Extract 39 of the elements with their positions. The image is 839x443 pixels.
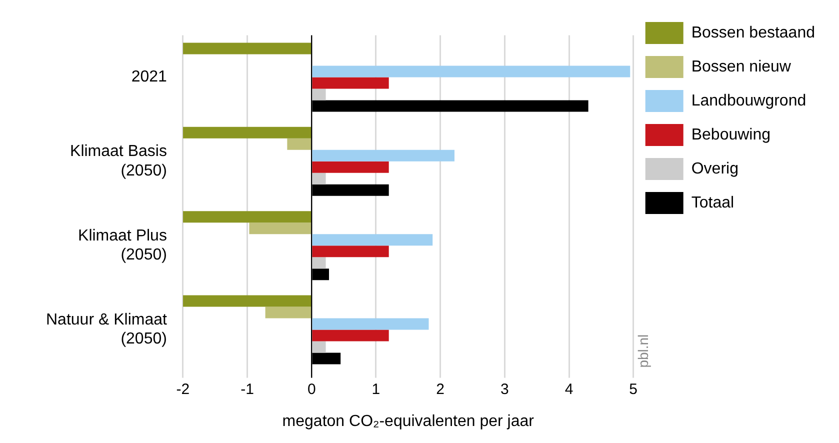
x-tick-label: -1 <box>240 380 254 398</box>
legend-label: Bossen bestaand <box>691 24 816 42</box>
bar <box>182 42 312 54</box>
bar <box>312 318 429 330</box>
x-tick-label: 3 <box>500 380 509 398</box>
bar <box>312 77 389 89</box>
bar <box>312 66 630 78</box>
bar <box>312 330 389 342</box>
bar <box>312 341 326 353</box>
text: pbl.nl <box>635 334 652 368</box>
x-axis-title: megaton CO₂-equivalenten per jaar <box>282 412 535 430</box>
y-tick-label: Klimaat Plus (2050) <box>78 227 167 264</box>
y-tick-label: Klimaat Basis (2050) <box>70 143 167 180</box>
bar <box>312 150 454 162</box>
y-tick-label: Natuur & Klimaat (2050) <box>46 312 168 348</box>
bar <box>249 222 312 234</box>
legend-label: Bebouwing <box>691 126 771 144</box>
bar <box>312 257 326 269</box>
bar <box>312 172 326 184</box>
legend-label: Bossen nieuw <box>691 58 792 76</box>
bar <box>182 126 312 138</box>
bar <box>312 88 326 100</box>
bar <box>312 161 389 173</box>
legend-label: Totaal <box>691 194 734 212</box>
x-tick-label: 1 <box>372 380 380 398</box>
bar <box>312 246 389 258</box>
bar <box>312 234 433 246</box>
bar <box>287 138 312 150</box>
x-tick-label: 0 <box>307 380 316 398</box>
bar <box>182 295 312 307</box>
y-tick-label: 2021 <box>131 68 168 86</box>
legend-label: Overig <box>691 160 738 178</box>
x-tick-label: 4 <box>564 380 574 398</box>
x-tick-label: 5 <box>629 380 638 398</box>
bar <box>265 306 312 318</box>
x-tick-label: -2 <box>176 380 190 398</box>
x-tick-label: 2 <box>436 380 444 398</box>
bar <box>182 211 312 223</box>
legend-label: Landbouwgrond <box>691 92 806 110</box>
